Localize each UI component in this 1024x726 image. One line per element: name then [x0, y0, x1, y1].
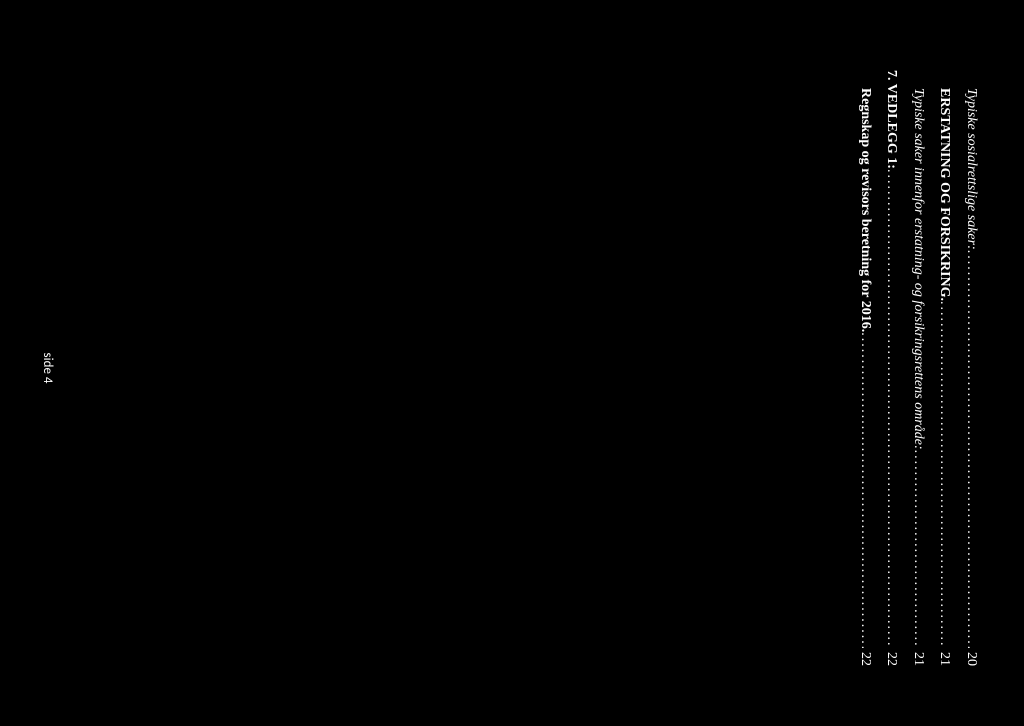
toc-entry: Regnskap og revisors beretning for 2016.…	[851, 70, 878, 666]
toc-leader	[957, 250, 984, 648]
toc-page-number: 22	[851, 648, 878, 666]
toc-label: ERSTATNING OG FORSIKRING.	[931, 88, 958, 301]
toc-label: Regnskap og revisors beretning for 2016.	[851, 88, 878, 332]
toc-label: Typiske sosialrettslige saker:	[957, 88, 984, 250]
toc-page-number: 21	[931, 648, 958, 666]
toc-leader	[878, 169, 905, 648]
table-of-contents: Typiske sosialrettslige saker: 20 ERSTAT…	[851, 70, 984, 666]
toc-label: 7. VEDLEGG 1:	[878, 70, 905, 169]
page-rotated: Typiske sosialrettslige saker: 20 ERSTAT…	[0, 0, 1024, 726]
toc-entry: 7. VEDLEGG 1: 22	[878, 70, 905, 666]
toc-page-number: 22	[878, 648, 905, 666]
toc-leader	[851, 332, 878, 648]
toc-entry: Typiske sosialrettslige saker: 20	[957, 70, 984, 666]
toc-entry: Typiske saker innenfor erstatning- og fo…	[904, 70, 931, 666]
toc-label: Typiske saker innenfor erstatning- og fo…	[904, 88, 931, 450]
toc-leader	[931, 301, 958, 648]
toc-page-number: 20	[957, 648, 984, 666]
page-number-label: side 4	[40, 353, 55, 384]
toc-entry: ERSTATNING OG FORSIKRING. 21	[931, 70, 958, 666]
toc-page-number: 21	[904, 648, 931, 666]
page-footer: side 4	[40, 70, 55, 666]
toc-leader	[904, 450, 931, 648]
